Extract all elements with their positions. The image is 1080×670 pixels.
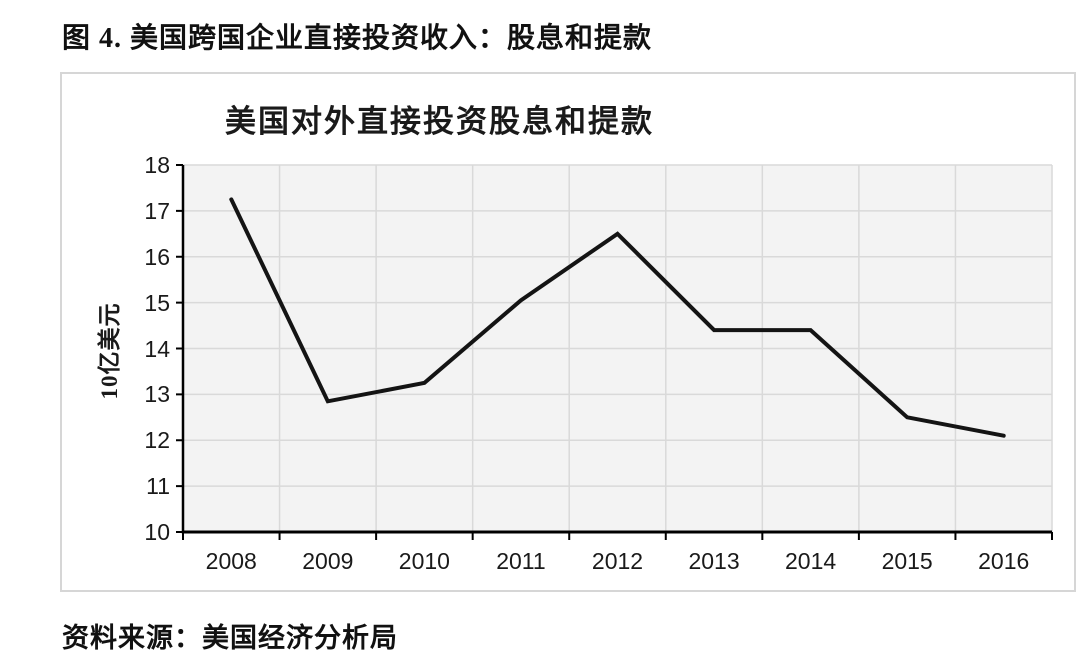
figure-title: 图 4. 美国跨国企业直接投资收入：股息和提款 [62,23,653,54]
x-tick-label: 2015 [881,548,933,574]
y-tick-label: 12 [144,427,170,454]
x-tick-label: 2012 [591,548,644,574]
y-tick-label: 13 [144,381,170,408]
y-tick-label: 17 [144,197,170,224]
y-tick-label: 16 [144,243,170,270]
data-line-series [229,197,1006,438]
x-tick-label: 2014 [785,548,837,574]
x-tick-label: 2009 [302,548,354,574]
x-tick-label: 2010 [398,548,450,574]
x-tick-label: 2016 [978,548,1030,574]
x-tick-label: 2008 [205,548,257,574]
line-chart-canvas [176,164,1053,540]
y-tick-label: 14 [144,335,170,362]
x-tick-label: 2013 [688,548,740,574]
source-note: 资料来源：美国经济分析局 [62,623,398,653]
chart-container: 美国对外直接投资股息和提款 10亿美元 10 11 12 13 14 15 16 17 18 2… [60,72,1076,592]
y-tick-label: 15 [144,289,170,316]
y-tick-label: 11 [146,473,170,500]
x-tick-label: 2011 [496,548,546,574]
chart-title: 美国对外直接投资股息和提款 [225,104,654,139]
y-tick-label: 10 [144,519,170,545]
y-tick-label: 18 [144,152,170,178]
